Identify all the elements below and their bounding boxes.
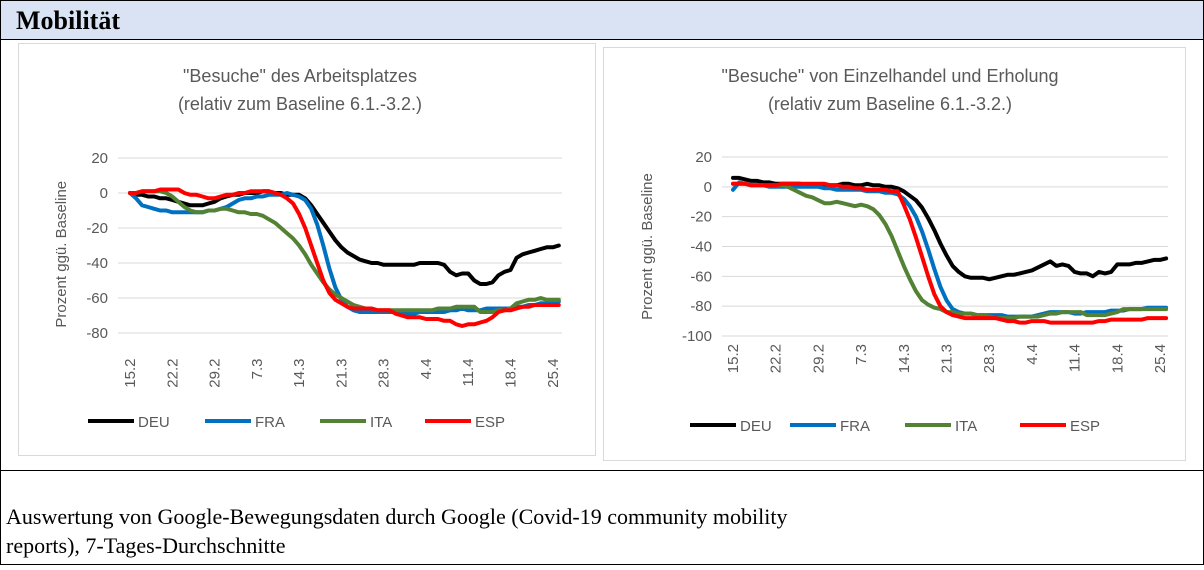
- series-line: [128, 189, 561, 314]
- header-title: Mobilität: [16, 6, 120, 35]
- legend-label: DEU: [138, 414, 170, 431]
- x-tick-label: 21.3: [333, 359, 350, 388]
- x-tick-label: 18.4: [1109, 344, 1126, 373]
- y-tick-label: 0: [100, 185, 108, 202]
- x-tick-label: 25.4: [1152, 344, 1169, 373]
- chart-subtitle: (relativ zum Baseline 6.1.-3.2.): [768, 94, 1012, 114]
- series-line: [128, 189, 561, 286]
- x-tick-label: 25.4: [545, 359, 562, 388]
- x-tick-label: 7.3: [249, 359, 266, 380]
- chart-title: "Besuche" des Arbeitsplatzes: [183, 66, 417, 86]
- legend-label: FRA: [255, 414, 285, 431]
- header-bar: [0, 0, 1204, 40]
- legend-label: ESP: [475, 414, 505, 431]
- legend-label: ITA: [955, 418, 977, 435]
- chart-subtitle: (relativ zum Baseline 6.1.-3.2.): [178, 94, 422, 114]
- y-tick-label: -60: [690, 268, 712, 285]
- y-tick-label: -80: [690, 298, 712, 315]
- x-tick-label: 11.4: [460, 359, 477, 387]
- x-tick-label: 22.2: [768, 344, 785, 373]
- legend-label: ITA: [370, 414, 392, 431]
- x-tick-label: 18.4: [503, 359, 520, 388]
- y-tick-label: -20: [86, 220, 108, 237]
- y-axis-label: Prozent ggü. Baseline: [53, 181, 70, 328]
- chart-title: "Besuche" von Einzelhandel und Erholung: [721, 66, 1058, 86]
- legend-label: FRA: [840, 418, 870, 435]
- y-axis-label: Prozent ggü. Baseline: [639, 173, 656, 320]
- x-tick-label: 15.2: [122, 359, 139, 388]
- x-tick-label: 14.3: [896, 344, 913, 373]
- x-tick-label: 21.3: [939, 344, 956, 373]
- y-tick-label: -60: [86, 290, 108, 307]
- series-line: [731, 180, 1169, 319]
- x-tick-label: 11.4: [1067, 344, 1084, 372]
- y-tick-label: -80: [86, 325, 108, 342]
- x-tick-label: 29.2: [207, 359, 224, 388]
- series-line: [731, 181, 1169, 325]
- chart-frame: [18, 43, 596, 456]
- footer-text: Auswertung von Google-Bewegungsdaten dur…: [6, 504, 788, 529]
- y-tick-label: 0: [704, 179, 712, 196]
- x-tick-label: 7.3: [853, 344, 870, 365]
- legend-label: DEU: [740, 418, 772, 435]
- x-tick-label: 28.3: [981, 344, 998, 373]
- x-tick-label: 15.2: [725, 344, 742, 373]
- y-tick-label: 20: [91, 150, 108, 167]
- y-tick-label: -40: [690, 239, 712, 256]
- x-tick-label: 22.2: [164, 359, 181, 388]
- y-tick-label: -40: [86, 255, 108, 272]
- chart-frame: [603, 47, 1186, 461]
- y-tick-label: -20: [690, 209, 712, 226]
- legend-label: ESP: [1070, 418, 1100, 435]
- x-tick-label: 4.4: [1024, 344, 1041, 365]
- y-tick-label: -100: [682, 328, 712, 345]
- series-line: [128, 187, 561, 328]
- x-tick-label: 4.4: [418, 359, 435, 380]
- x-tick-label: 29.2: [810, 344, 827, 373]
- y-tick-label: 20: [695, 149, 712, 166]
- footer-text: reports), 7-Tages-Durchschnitte: [6, 533, 285, 558]
- x-tick-label: 14.3: [291, 359, 308, 388]
- x-tick-label: 28.3: [376, 359, 393, 388]
